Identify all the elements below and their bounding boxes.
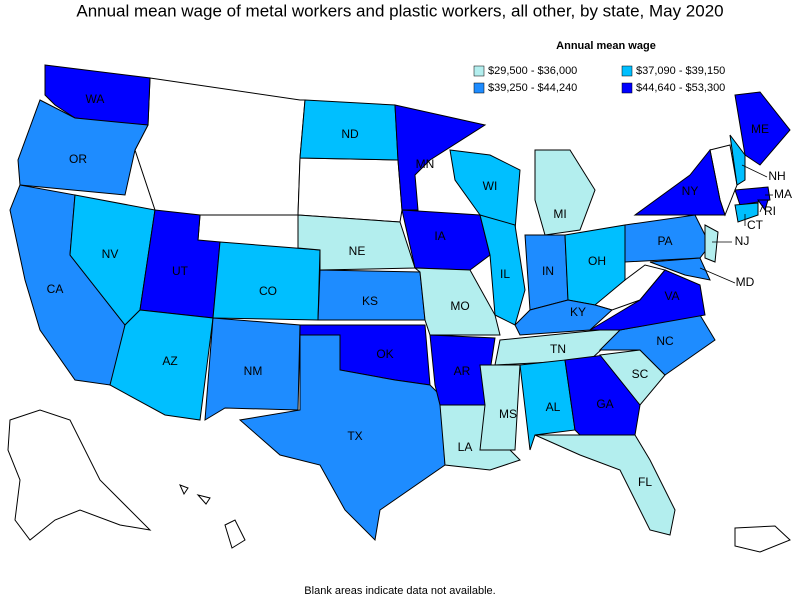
state-label: MA	[774, 187, 792, 201]
legend-swatch	[473, 65, 485, 77]
state	[238, 334, 446, 542]
state	[401, 209, 491, 271]
legend-swatch	[621, 82, 633, 94]
state-label: NV	[102, 247, 119, 261]
state	[479, 364, 521, 451]
state	[212, 241, 321, 321]
state-label: GA	[596, 397, 613, 411]
legend: $29,500 - $36,000 $37,090 - $39,150 $39,25…	[473, 65, 725, 94]
state	[704, 224, 719, 263]
puerto-rico	[734, 525, 791, 553]
state-label: WI	[483, 179, 498, 193]
state-label: TX	[347, 429, 362, 443]
legend-label: $44,640 - $53,300	[636, 82, 725, 94]
states	[9, 64, 791, 542]
state	[514, 299, 613, 336]
state-label: OH	[588, 254, 606, 268]
state-label: CO	[259, 284, 277, 298]
state-label: NJ	[735, 234, 750, 248]
legend-title: Annual mean wage	[556, 40, 656, 52]
blank-states	[7, 77, 791, 553]
map-title: Annual mean wage of metal workers and pl…	[76, 1, 723, 20]
state-label: SC	[632, 367, 649, 381]
state	[413, 267, 501, 336]
hawaii	[179, 484, 189, 496]
state	[204, 317, 301, 421]
state	[534, 149, 596, 236]
state-label: NC	[656, 334, 674, 348]
state-label: TN	[550, 342, 566, 356]
state-label: PA	[657, 234, 672, 248]
state	[17, 99, 149, 196]
state-label: OK	[376, 347, 393, 361]
state	[588, 269, 706, 331]
leader-line	[699, 267, 736, 284]
legend-label: $37,090 - $39,150	[636, 65, 725, 77]
state-label: NH	[768, 169, 785, 183]
state	[734, 91, 791, 166]
legend-swatch	[621, 65, 633, 77]
state-label: OR	[69, 152, 87, 166]
state-label: CT	[747, 218, 764, 232]
state	[519, 359, 576, 451]
state-labels: WA OR CA NV UT AZ CO NM ND NE KS OK TX MN IA MO AR LA WI IL…	[47, 92, 792, 489]
leader-line	[741, 164, 768, 178]
state	[394, 104, 487, 211]
state-label: ND	[341, 127, 359, 141]
state-label: AR	[454, 364, 471, 378]
state-label: AL	[546, 400, 561, 414]
footnote: Blank areas indicate data not available.	[304, 585, 495, 597]
state-label: ME	[751, 122, 769, 136]
legend-swatch	[473, 82, 485, 94]
state	[729, 134, 746, 186]
legend-label: $39,250 - $44,240	[488, 82, 577, 94]
state-label: KS	[362, 294, 378, 308]
hawaii	[224, 519, 246, 549]
state-label: NM	[244, 364, 263, 378]
state-label: MI	[553, 207, 566, 221]
state	[649, 257, 711, 281]
blank-state	[297, 157, 403, 223]
alaska	[7, 409, 152, 541]
state-label: WA	[86, 92, 105, 106]
state-label: IL	[500, 267, 510, 281]
state-label: KY	[570, 305, 586, 319]
state-label: CA	[47, 282, 64, 296]
state	[534, 434, 676, 536]
state	[633, 148, 726, 216]
legend-label: $29,500 - $36,000	[488, 65, 577, 77]
state-label: MO	[450, 299, 469, 313]
state-label: MD	[736, 275, 755, 289]
state-label: IN	[542, 264, 554, 278]
state-label: LA	[458, 440, 473, 454]
state-label: MN	[416, 157, 435, 171]
state-label: IA	[434, 229, 445, 243]
state-label: MS	[499, 407, 517, 421]
state-label: VA	[664, 289, 679, 303]
state	[734, 202, 759, 223]
state	[564, 224, 626, 306]
state-label: NE	[349, 244, 366, 258]
leader-line	[759, 204, 764, 213]
hawaii	[196, 494, 211, 505]
state-label: AZ	[162, 354, 177, 368]
state-label: RI	[764, 204, 776, 218]
state-label: UT	[172, 264, 189, 278]
state-label: FL	[638, 475, 652, 489]
state-label: NY	[682, 184, 699, 198]
